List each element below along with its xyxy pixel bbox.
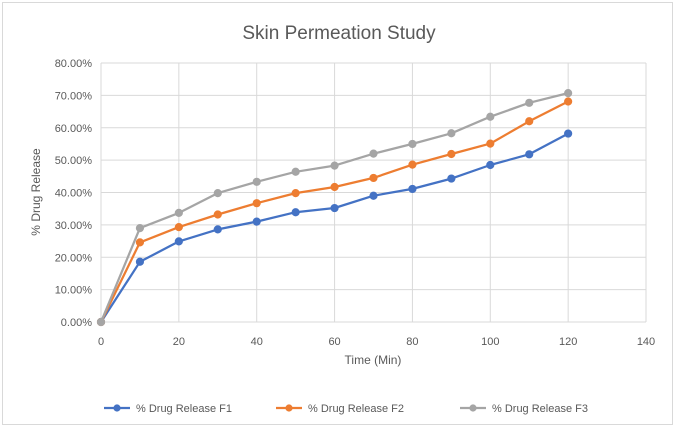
data-point [174, 208, 183, 217]
x-tick-label: 20 [173, 336, 185, 348]
y-tick-label: 10.00% [55, 285, 93, 297]
data-point [408, 139, 417, 149]
legend: % Drug Release F1 % Drug Release F2 % Drug… [104, 403, 588, 415]
y-tick-label: 70.00% [55, 90, 93, 102]
legend-marker [469, 404, 477, 412]
data-point [447, 174, 456, 183]
data-point [135, 224, 145, 233]
chart-area [2, 2, 673, 425]
data-point [486, 160, 495, 170]
data-point [213, 210, 222, 219]
legend-item: % Drug Release F1 [104, 403, 232, 415]
x-axis-title: Time (Min) [345, 353, 402, 367]
data-point [96, 317, 106, 327]
x-tick-label: 120 [559, 336, 577, 348]
data-point [408, 160, 417, 169]
x-tick-label: 40 [251, 336, 263, 348]
data-point [486, 112, 495, 121]
data-point [564, 129, 573, 138]
y-tick-label: 30.00% [55, 220, 93, 232]
y-tick-label: 20.00% [55, 252, 93, 264]
axes: 0.00% 10.00% 20.00% 30.00% 40.00% 50.00% 60.00… [55, 58, 655, 348]
data-point [291, 208, 300, 217]
legend-item: % Drug Release F3 [460, 403, 588, 415]
legend-label: % Drug Release F2 [308, 403, 404, 415]
data-point [135, 257, 145, 266]
data-point [525, 117, 534, 126]
legend-item: % Drug Release F2 [276, 403, 404, 415]
data-point [447, 129, 456, 138]
chart-title: Skin Permeation Study [242, 23, 436, 44]
data-point [369, 191, 378, 200]
y-tick-label: 50.00% [55, 155, 93, 167]
data-point [525, 98, 534, 107]
legend-marker [285, 404, 293, 412]
data-point [330, 182, 339, 192]
series-2 [96, 97, 573, 327]
y-tick-label: 40.00% [55, 188, 93, 200]
gridlines [100, 62, 647, 323]
data-point [369, 173, 378, 183]
data-point [174, 237, 183, 246]
data-point [213, 189, 222, 198]
data-point [291, 189, 300, 198]
data-point [525, 150, 534, 159]
legend-marker [113, 404, 121, 412]
data-point [135, 238, 145, 247]
data-point [291, 167, 300, 176]
legend-label: % Drug Release F3 [492, 403, 588, 415]
x-tick-label: 100 [481, 336, 499, 348]
x-tick-label: 60 [328, 336, 340, 348]
y-tick-label: 0.00% [61, 317, 92, 329]
data-point [252, 217, 261, 226]
y-tick-label: 80.00% [55, 58, 93, 70]
y-axis-title: % Drug Release [29, 148, 43, 236]
data-point [564, 89, 573, 98]
data-point [252, 199, 261, 208]
data-point [330, 203, 339, 213]
data-point [369, 149, 378, 158]
data-point [174, 223, 183, 232]
y-tick-label: 60.00% [55, 123, 93, 135]
series-3 [96, 89, 573, 327]
x-tick-label: 0 [98, 336, 104, 348]
data-point [330, 161, 339, 170]
series-group [96, 89, 573, 327]
data-point [408, 184, 417, 194]
data-point [564, 97, 573, 106]
data-point [486, 139, 495, 148]
data-point [252, 177, 261, 186]
data-point [447, 149, 456, 159]
x-tick-label: 140 [637, 336, 655, 348]
legend-label: % Drug Release F1 [136, 403, 232, 415]
data-point [213, 225, 222, 234]
x-tick-label: 80 [406, 336, 418, 348]
